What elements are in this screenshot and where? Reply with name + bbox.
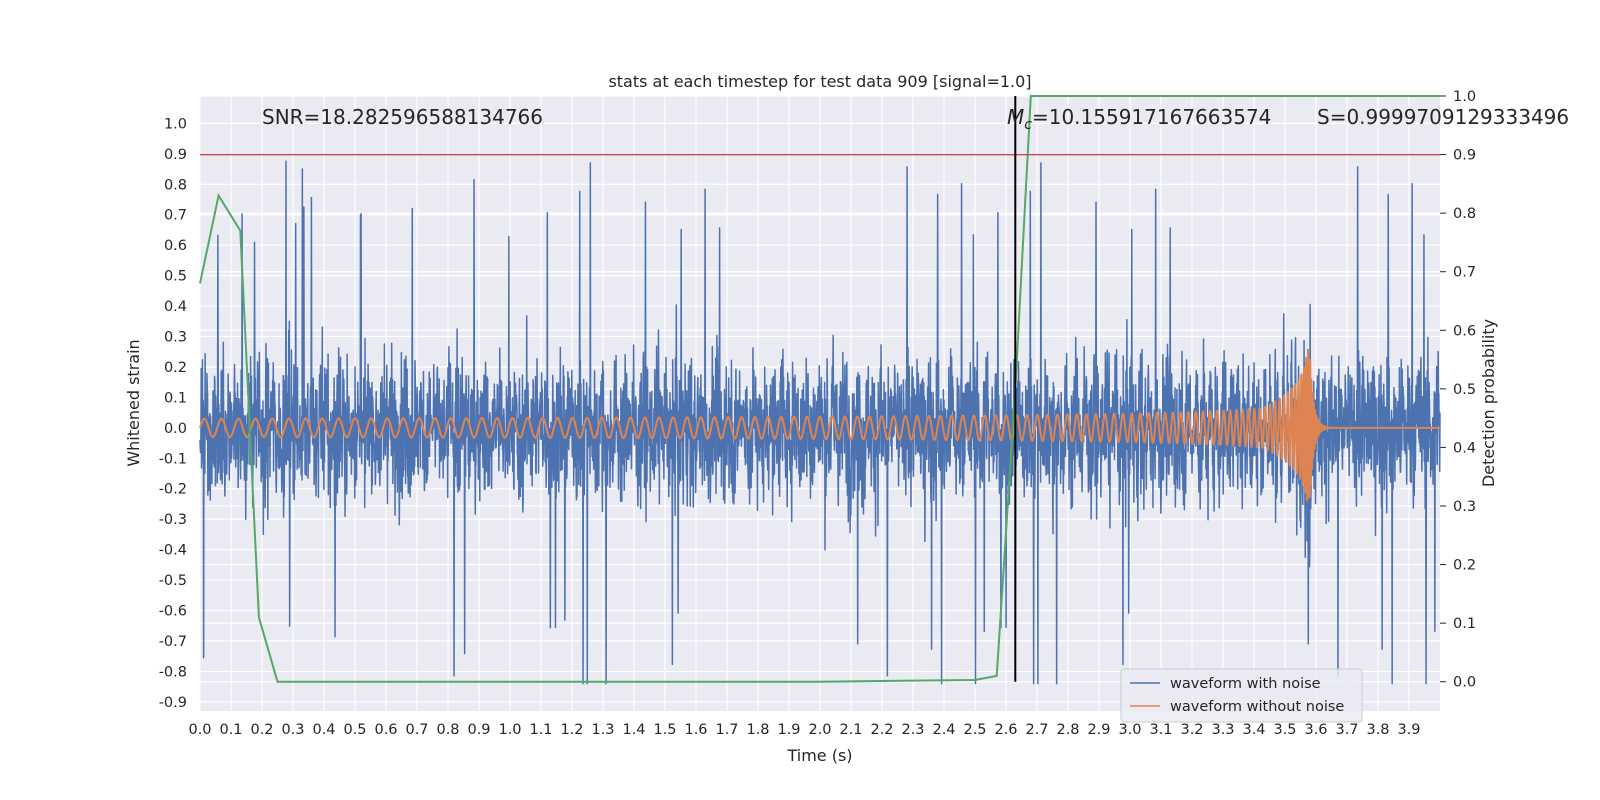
y-tick-label: 0.5 [164,269,187,285]
y2-tick-label: 0.2 [1453,558,1476,574]
y-tick-label: 0.4 [164,299,187,315]
x-tick-label: 1.2 [560,722,583,738]
y2-tick-label: 0.6 [1453,323,1476,339]
y-tick-labels: 1.0 0.9 0.8 0.7 0.6 0.5 0.4 0.3 0.2 0.1 0.0 -0.1 -0.… [159,116,187,710]
probability-line [199,95,1440,683]
reference-lines [200,96,1440,682]
y2-tick-labels: 1.0 0.9 0.8 0.7 0.6 0.5 0.4 0.3 0.2 0.1 0.0 [1440,89,1476,691]
clean-waveform-line [199,348,1441,502]
y-tick-label: -0.3 [159,512,187,528]
chirp-mass-subscript: c [1024,117,1032,133]
y2-tick-label: 0.8 [1453,206,1476,222]
x-tick-label: 3.7 [1335,722,1358,738]
x-tick-label: 3.3 [1211,722,1234,738]
x-tick-label: 2.7 [1025,722,1048,738]
x-tick-label: 2.8 [1056,722,1079,738]
y-tick-label: -0.6 [159,604,187,620]
legend-label-clean: waveform without noise [1170,699,1344,715]
x-tick-label: 0.7 [405,722,428,738]
x-axis-label: Time (s) [786,746,852,765]
x-tick-label: 1.8 [746,722,769,738]
noisy-waveform-line [199,160,1441,685]
chirp-mass-symbol: M [1007,105,1024,129]
x-tick-label: 2.6 [994,722,1017,738]
x-tick-label: 3.9 [1397,722,1420,738]
x-tick-label: 1.0 [498,722,521,738]
y-tick-label: 0.0 [164,421,187,437]
x-tick-label: 0.8 [436,722,459,738]
x-tick-label: 3.0 [1118,722,1141,738]
x-tick-label: 0.6 [374,722,397,738]
x-tick-label: 3.8 [1366,722,1389,738]
x-tick-label: 0.5 [343,722,366,738]
x-tick-label: 3.2 [1180,722,1203,738]
x-tick-label: 3.5 [1273,722,1296,738]
y-tick-label: 0.3 [164,330,187,346]
y-tick-label: -0.8 [159,664,187,680]
x-tick-label: 2.2 [870,722,893,738]
y-tick-label: 0.8 [164,177,187,193]
series-waveform-without-noise [199,348,1441,502]
x-tick-label: 2.5 [963,722,986,738]
legend-label-noise: waveform with noise [1170,676,1321,692]
chirp-mass-annotation: Mc=10.155917167663574 [1007,105,1271,133]
x-tick-label: 1.1 [529,722,552,738]
x-tick-label: 1.5 [653,722,676,738]
y2-tick-label: 0.3 [1453,499,1476,515]
y-tick-label: -0.4 [159,543,187,559]
y-tick-label: 0.6 [164,238,187,254]
y2-tick-label: 1.0 [1453,89,1476,105]
y-tick-label: 1.0 [164,116,187,132]
y-tick-label: -0.2 [159,482,187,498]
x-tick-label: 2.1 [839,722,862,738]
series-waveform-with-noise [199,160,1441,685]
y-tick-label: -0.7 [159,634,187,650]
legend: waveform with noise waveform without noi… [1120,668,1363,723]
y2-tick-label: 0.0 [1453,675,1476,691]
x-tick-label: 1.4 [622,722,645,738]
y2-tick-label: 0.7 [1453,265,1476,281]
x-tick-label: 3.1 [1149,722,1172,738]
x-tick-label: 1.9 [777,722,800,738]
x-tick-labels: 0.0 0.1 0.2 0.3 0.4 0.5 0.6 0.7 0.8 0.9 1.0 1.1 1.2 1… [188,722,1420,738]
x-tick-label: 0.1 [219,722,242,738]
y-tick-label: -0.1 [159,451,187,467]
x-tick-label: 2.4 [932,722,955,738]
y2-tick-label: 0.1 [1453,616,1476,632]
legend-box [1120,668,1363,723]
y-tick-label: -0.9 [159,695,187,711]
y2-axis-label: Detection probability [1479,319,1498,487]
chirp-mass-value: =10.155917167663574 [1032,105,1271,129]
x-tick-label: 0.2 [250,722,273,738]
y-tick-label: 0.1 [164,390,187,406]
x-tick-label: 1.7 [715,722,738,738]
y-tick-label: 0.7 [164,208,187,224]
y2-tick-label: 0.4 [1453,440,1476,456]
y-tick-label: 0.2 [164,360,187,376]
x-tick-label: 0.4 [312,722,335,738]
score-annotation: S=0.9999709129333496 [1317,105,1569,129]
x-tick-label: 0.3 [281,722,304,738]
y-tick-label: 0.9 [164,147,187,163]
y-axis-label: Whitened strain [124,339,143,466]
x-tick-label: 0.9 [467,722,490,738]
x-tick-label: 2.3 [901,722,924,738]
x-tick-label: 0.0 [188,722,211,738]
x-tick-label: 1.3 [591,722,614,738]
x-tick-label: 3.6 [1304,722,1327,738]
x-tick-label: 2.9 [1087,722,1110,738]
snr-annotation: SNR=18.282596588134766 [262,105,543,129]
x-tick-label: 2.0 [808,722,831,738]
y2-tick-label: 0.5 [1453,382,1476,398]
y-tick-label: -0.5 [159,573,187,589]
series-detection-probability [199,95,1440,683]
y2-tick-label: 0.9 [1453,148,1476,164]
chart-title: stats at each timestep for test data 909… [608,72,1031,91]
x-tick-label: 3.4 [1242,722,1265,738]
x-tick-label: 1.6 [684,722,707,738]
